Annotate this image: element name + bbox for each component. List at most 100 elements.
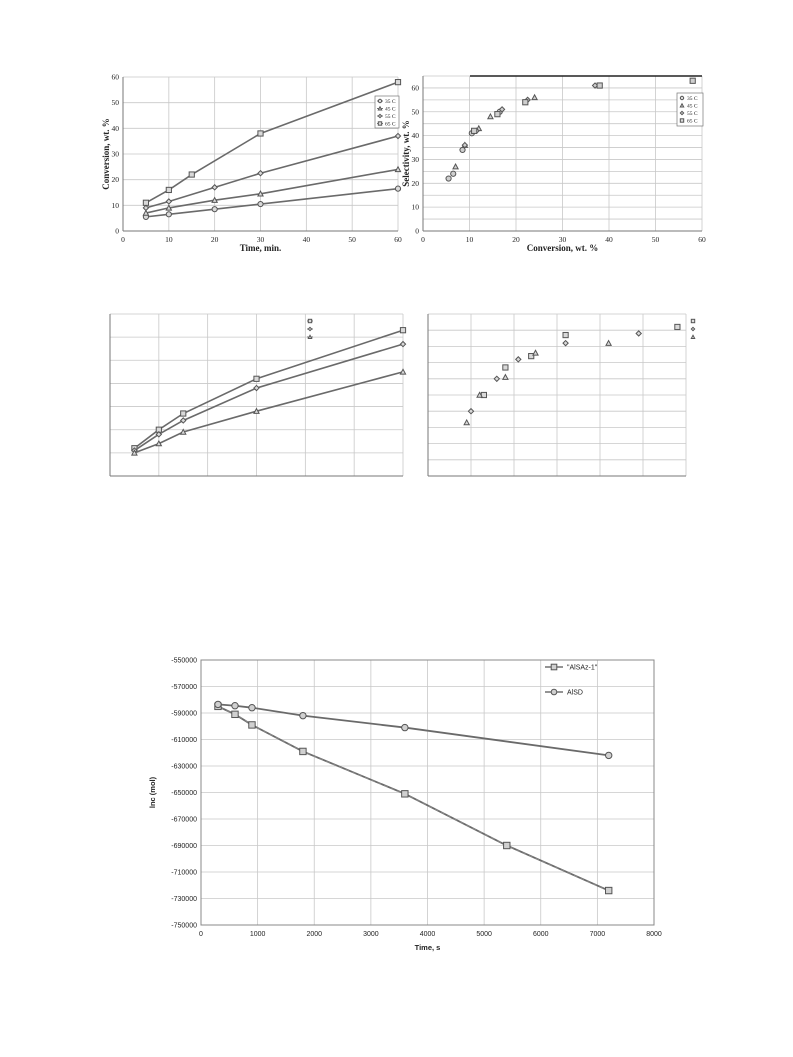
data-point: [514, 356, 522, 363]
data-point: [562, 339, 569, 347]
series-4: [471, 77, 696, 134]
x-tick-label: 20: [512, 235, 520, 244]
y-axis-title: Selectivity, wt. %: [401, 120, 411, 187]
series-2: [142, 165, 402, 216]
x-tick-label: 8000: [646, 931, 662, 938]
data-point: [179, 417, 187, 424]
y-tick-label: 30: [112, 150, 120, 159]
legend-marker: [377, 121, 383, 126]
data-point: [142, 209, 150, 216]
series-3: [463, 339, 613, 426]
legend-marker: [690, 326, 696, 332]
y-tick-label: 20: [412, 179, 420, 188]
data-point: [211, 206, 218, 213]
y-tick-label: 10: [412, 203, 420, 212]
x-tick-label: 1000: [250, 931, 266, 938]
x-tick-label: 10: [165, 235, 173, 244]
x-axis-title: Conversion, wt. %: [527, 243, 599, 253]
series-line: [145, 135, 399, 209]
data-point: [253, 407, 260, 414]
data-point: [214, 700, 222, 709]
series-1: [445, 108, 503, 182]
series-line: [217, 703, 609, 757]
x-tick-label: 30: [257, 235, 265, 244]
legend-marker: [679, 118, 685, 123]
chart-5: 0 1000 2000 3000 4000 5000 6000 7000 8000 -550000…: [148, 658, 662, 953]
x-tick-label: 0: [421, 235, 425, 244]
data-point: [211, 184, 218, 191]
y-tick-label: 60: [412, 83, 420, 92]
data-point: [399, 340, 407, 348]
data-point: [165, 211, 172, 218]
series-line: [217, 705, 610, 892]
data-point: [257, 169, 264, 177]
data-point: [130, 449, 138, 456]
data-point: [501, 373, 509, 380]
legend-marker: [550, 663, 558, 671]
series-line: [145, 81, 399, 204]
legend-marker: [307, 326, 313, 332]
data-point: [394, 185, 402, 192]
data-point: [605, 751, 613, 760]
series-2: [131, 340, 407, 454]
data-point: [155, 431, 163, 438]
legend: [307, 318, 313, 339]
y-tick-label: 30: [412, 155, 420, 164]
y-tick-label: -550000: [171, 658, 197, 665]
legend-marker: [679, 102, 685, 108]
data-point: [394, 165, 402, 173]
x-tick-label: 0: [199, 931, 203, 938]
y-tick-label: 0: [115, 227, 119, 236]
x-tick-label: 40: [303, 235, 311, 244]
legend: 35 C 45 C55 C 65 C: [676, 92, 704, 127]
series-3: [142, 132, 402, 212]
legend-label: 65 C: [687, 119, 698, 125]
y-tick-label: 60: [112, 73, 120, 82]
data-point: [299, 747, 307, 756]
legend-label: 55 C: [687, 111, 698, 117]
data-point: [399, 368, 407, 375]
legend-marker: [377, 113, 383, 119]
series-line: [133, 329, 404, 449]
legend-marker: [307, 318, 313, 324]
x-axis-title: Time, s: [415, 943, 441, 952]
series-line: [145, 168, 399, 214]
legend-label: 45 C: [385, 107, 396, 113]
data-point: [689, 77, 696, 84]
data-point: [605, 339, 613, 346]
x-tick-label: 2000: [306, 931, 322, 938]
x-tick-label: 4000: [420, 931, 436, 938]
x-tick-label: 60: [698, 235, 706, 244]
legend-label: 35 C: [385, 99, 396, 105]
data-point: [531, 93, 539, 101]
series-3: [461, 82, 599, 149]
x-tick-label: 30: [559, 235, 567, 244]
x-tick-label: 50: [652, 235, 660, 244]
series-1: [142, 185, 402, 220]
x-tick-label: 50: [348, 235, 356, 244]
legend-marker: [377, 98, 383, 104]
x-tick-label: 3000: [363, 931, 379, 938]
legend: 35 C 45 C55 C 65 C: [374, 95, 400, 129]
x-tick-label: 20: [211, 235, 219, 244]
series-2: [214, 700, 613, 760]
data-point: [463, 418, 471, 426]
legend-marker: [690, 318, 696, 324]
data-point: [562, 331, 569, 339]
data-point: [502, 364, 509, 371]
data-point: [532, 349, 539, 356]
series-2: [467, 330, 643, 415]
legend-label: 65 C: [385, 122, 396, 128]
y-tick-label: 0: [415, 227, 419, 236]
data-point: [461, 141, 469, 149]
data-point: [674, 323, 681, 331]
data-point: [231, 710, 239, 719]
data-point: [299, 711, 307, 720]
y-tick-label: -570000: [171, 684, 197, 691]
data-point: [476, 391, 484, 398]
data-point: [401, 723, 409, 732]
data-point: [399, 327, 407, 334]
data-point: [445, 175, 452, 182]
legend-label: "AlSAz-1": [567, 665, 598, 672]
data-point: [180, 410, 187, 417]
